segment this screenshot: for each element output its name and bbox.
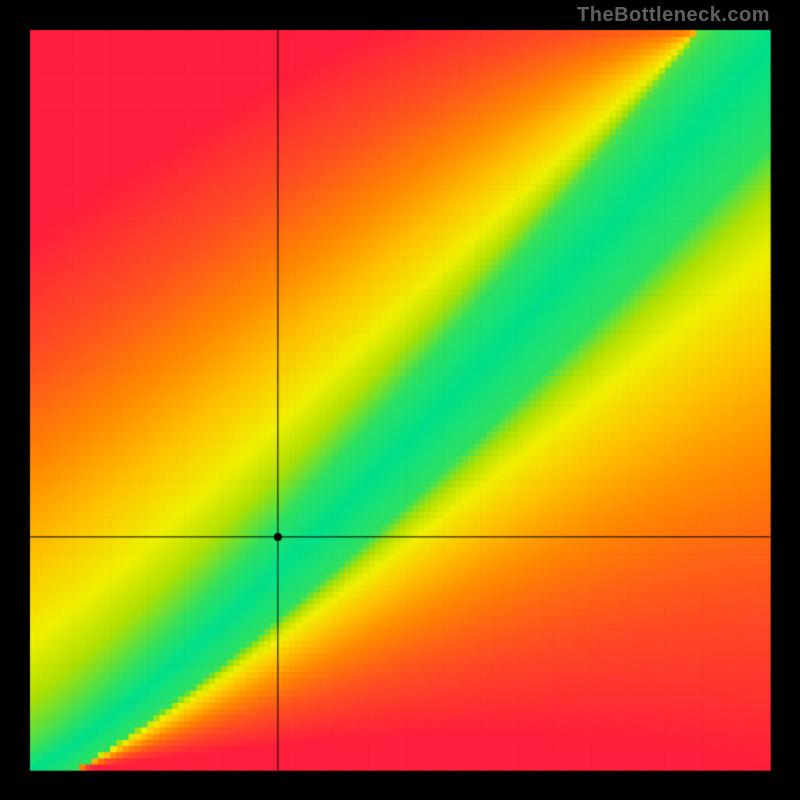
watermark-text: TheBottleneck.com	[577, 4, 770, 27]
bottleneck-heatmap	[0, 0, 800, 800]
chart-container: TheBottleneck.com	[0, 0, 800, 800]
